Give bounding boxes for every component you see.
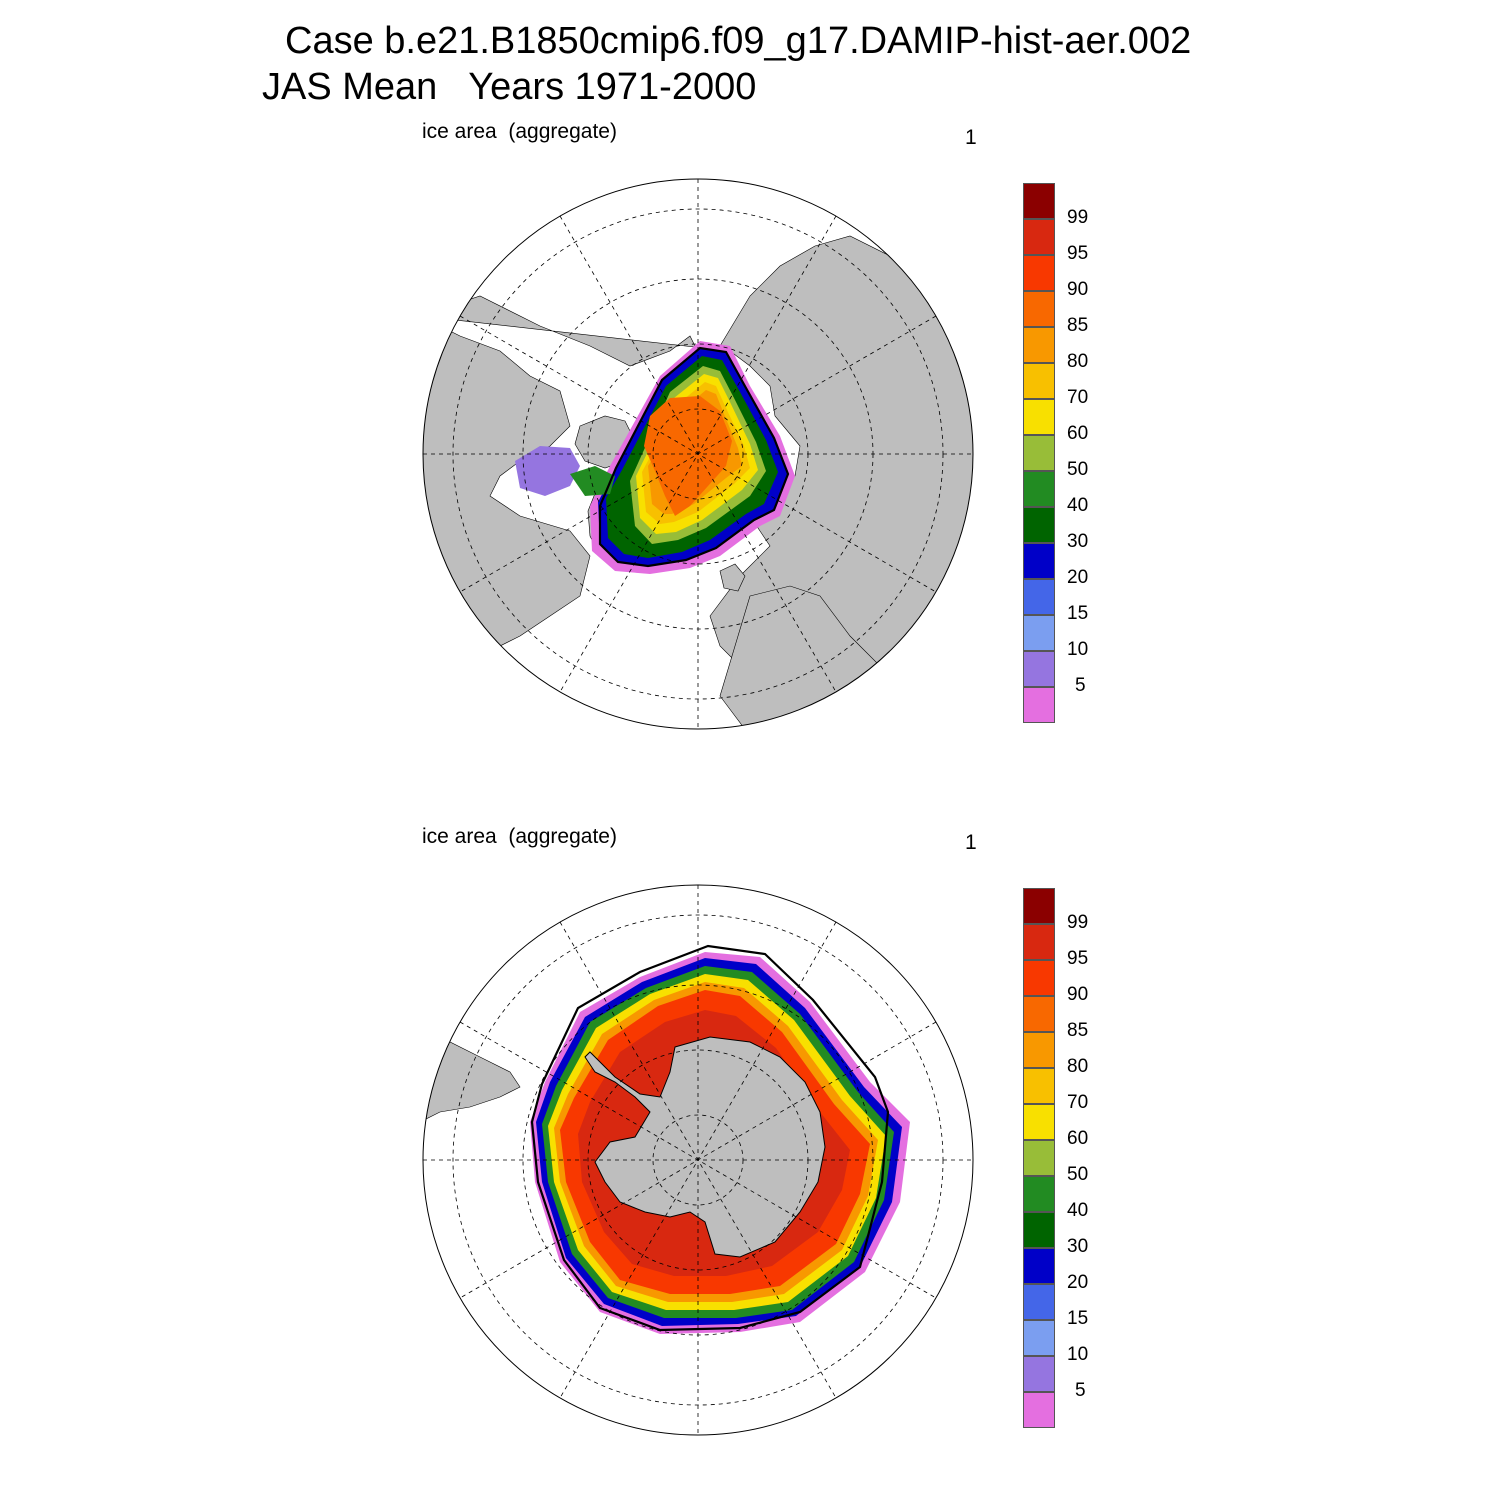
- colorbar-cell: [1023, 888, 1055, 924]
- colorbar-cell: [1023, 960, 1055, 996]
- figure-title-line1: Case b.e21.B1850cmip6.f09_g17.DAMIP-hist…: [285, 20, 1192, 62]
- colorbar-cell: [1023, 219, 1055, 255]
- figure-title-line2: JAS Mean Years 1971-2000: [262, 66, 757, 108]
- colorbar-tick-label: 99: [1067, 207, 1089, 228]
- colorbar-cell: [1023, 687, 1055, 723]
- land-eurasia: [423, 235, 973, 729]
- colorbar-tick-label: 90: [1067, 984, 1089, 1005]
- colorbar-tick-label: 15: [1067, 1308, 1089, 1329]
- ice-baffin: [570, 466, 615, 496]
- colorbar-cell: [1023, 291, 1055, 327]
- colorbar-tick-label: 80: [1067, 351, 1089, 372]
- colorbar-tick-label: 80: [1067, 1056, 1089, 1077]
- colorbar-cell: [1023, 1320, 1055, 1356]
- land-antarctica: [584, 1036, 826, 1258]
- colorbar-tick-label: 15: [1067, 603, 1089, 624]
- colorbar-tick-label: 20: [1067, 567, 1089, 588]
- colorbar-tick-label: 10: [1067, 1344, 1089, 1365]
- colorbar-cell: [1023, 327, 1055, 363]
- colorbar-tick-label: 70: [1067, 387, 1089, 408]
- colorbar-tick-label: 70: [1067, 1092, 1089, 1113]
- colorbar-cell: [1023, 924, 1055, 960]
- colorbar-cell: [1023, 363, 1055, 399]
- colorbar-cell: [1023, 183, 1055, 219]
- colorbar-tick-label: 85: [1067, 315, 1089, 336]
- colorbar-tick-label: 30: [1067, 1236, 1089, 1257]
- north-polar-map: [422, 178, 974, 730]
- colorbar-cell: [1023, 435, 1055, 471]
- colorbar-tick-label: 60: [1067, 1128, 1089, 1149]
- panel-north-number: 1: [965, 126, 977, 149]
- colorbar-cell: [1023, 615, 1055, 651]
- colorbar-tick-label: 10: [1067, 639, 1089, 660]
- land-north-america: [423, 315, 591, 677]
- south-polar-map: [422, 884, 974, 1436]
- map-border-south: [422, 884, 974, 1436]
- colorbar-cell: [1023, 1140, 1055, 1176]
- panel-south-number: 1: [965, 831, 977, 854]
- colorbar-cell: [1023, 507, 1055, 543]
- colorbar-tick-label: 85: [1067, 1020, 1089, 1041]
- colorbar-tick-label: 40: [1067, 1200, 1089, 1221]
- colorbar-cell: [1023, 1176, 1055, 1212]
- colorbar-cell: [1023, 1104, 1055, 1140]
- colorbar-cell: [1023, 255, 1055, 291]
- colorbar-tick-label: 95: [1067, 243, 1089, 264]
- colorbar-tick-label: 5: [1075, 1380, 1086, 1401]
- colorbar-tick-label: 20: [1067, 1272, 1089, 1293]
- colorbar-cell: [1023, 996, 1055, 1032]
- colorbar-tick-label: 40: [1067, 495, 1089, 516]
- colorbar-cell: [1023, 399, 1055, 435]
- graticule-south: [423, 885, 973, 1435]
- colorbar-cell: [1023, 1392, 1055, 1428]
- colorbar-tick-label: 50: [1067, 1164, 1089, 1185]
- colorbar-north: 5 10 15 20 30 40 50 60 70 80 85 90 95 99: [1023, 183, 1103, 728]
- ice-edge-contour-south: [530, 944, 890, 1332]
- colorbar-tick-label: 30: [1067, 531, 1089, 552]
- colorbar-tick-label: 50: [1067, 459, 1089, 480]
- colorbar-cell: [1023, 543, 1055, 579]
- colorbar-south: 5 10 15 20 30 40 50 60 70 80 85 90 95 99: [1023, 888, 1103, 1433]
- colorbar-tick-label: 95: [1067, 948, 1089, 969]
- panel-north-label: ice area (aggregate): [422, 120, 617, 143]
- colorbar-cell: [1023, 1356, 1055, 1392]
- colorbar-cell: [1023, 1248, 1055, 1284]
- graticule: [423, 179, 973, 729]
- map-border: [422, 178, 974, 730]
- colorbar-tick-label: 60: [1067, 423, 1089, 444]
- ice-hudson: [515, 446, 580, 496]
- colorbar-cell: [1023, 651, 1055, 687]
- colorbar-tick-label: 5: [1075, 675, 1086, 696]
- colorbar-tick-label: 99: [1067, 912, 1089, 933]
- colorbar-tick-label: 90: [1067, 279, 1089, 300]
- colorbar-cell: [1023, 579, 1055, 615]
- colorbar-cell: [1023, 1284, 1055, 1320]
- colorbar-cell: [1023, 1068, 1055, 1104]
- colorbar-cell: [1023, 471, 1055, 507]
- land-svalbard: [719, 563, 746, 592]
- ice-edge-contour: [598, 346, 790, 568]
- panel-south-label: ice area (aggregate): [422, 825, 617, 848]
- colorbar-cell: [1023, 1032, 1055, 1068]
- colorbar-cell: [1023, 1212, 1055, 1248]
- land-south-america-tip: [423, 1041, 521, 1123]
